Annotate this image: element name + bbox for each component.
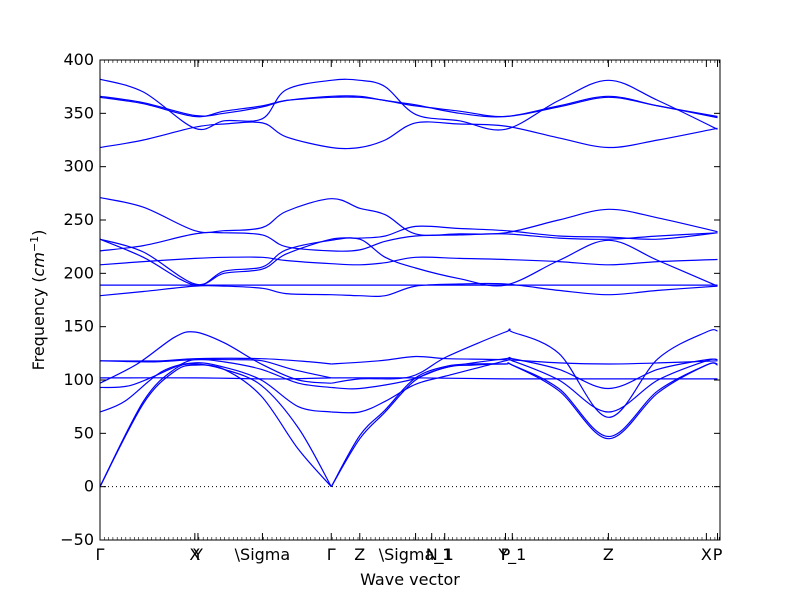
x-tick-label: Γ [96,545,105,564]
branch-line-2 [99,363,332,487]
x-tick-label: \Sigma_1 [379,545,453,565]
y-tick-label: 50 [74,423,94,442]
branch-line-20 [99,225,718,286]
branch-line-23 [99,121,718,150]
y-tick-label: 100 [63,370,94,389]
y-tick-label: 350 [63,103,94,122]
y-tick-label: 150 [63,317,94,336]
branch-line-7 [99,358,332,379]
dispersion-curves [99,78,718,488]
x-tick-label: Y_1 [497,545,526,565]
y-tick-label: 0 [84,477,94,496]
branch-line-17 [99,282,718,298]
y-tick-label: −50 [60,530,94,549]
x-axis-label: Wave vector [360,570,460,589]
y-tick-label: 250 [63,210,94,229]
y-tick-label: 400 [63,50,94,69]
x-axis-ticks: Γ XY \Sigma Γ Z \Sigma_1N_1 PY_1 Z X P [96,60,723,565]
x-tick-label: P [713,545,723,564]
x-tick-label: \Sigma [235,545,291,564]
branch-line-26 [99,78,718,131]
y-axis-label-exponent: −1 [28,236,41,252]
branch-line-18 [99,256,718,266]
branch-line-8 [99,357,332,365]
y-axis-label-unit: cm [29,252,48,276]
x-tick-label: _1 [435,545,454,565]
y-axis-label-prefix: Frequency ( [29,276,48,370]
y-axis-label-suffix: ) [29,230,48,236]
branch-line-22 [99,197,718,236]
x-tick-label: N [426,545,438,564]
branch-line-11 [331,358,718,414]
branch-line-15 [331,355,718,365]
x-tick-label: Z [603,545,614,564]
x-tick-label: Y [192,545,203,564]
x-tick-label: X [701,545,712,564]
plot-frame [99,59,721,541]
y-tick-label: 300 [63,157,94,176]
branch-line-14 [331,377,718,380]
y-axis-ticks: −50 0 50 100 150 200 250 300 350 400 [60,50,720,549]
branch-line-12 [331,356,718,390]
x-tick-label: P [501,545,511,564]
branch-line-19 [99,237,718,287]
x-tick-label: Z [354,545,365,564]
branch-line-10 [330,362,718,487]
branch-line-25 [99,95,718,119]
branch-line-3 [99,362,332,413]
x-tick-label: Γ [327,545,336,564]
branch-line-6 [99,377,332,380]
x-tick-label: X [189,545,200,564]
y-tick-label: 200 [63,263,94,282]
y-axis-label: Frequency (cm−1) [28,230,48,371]
